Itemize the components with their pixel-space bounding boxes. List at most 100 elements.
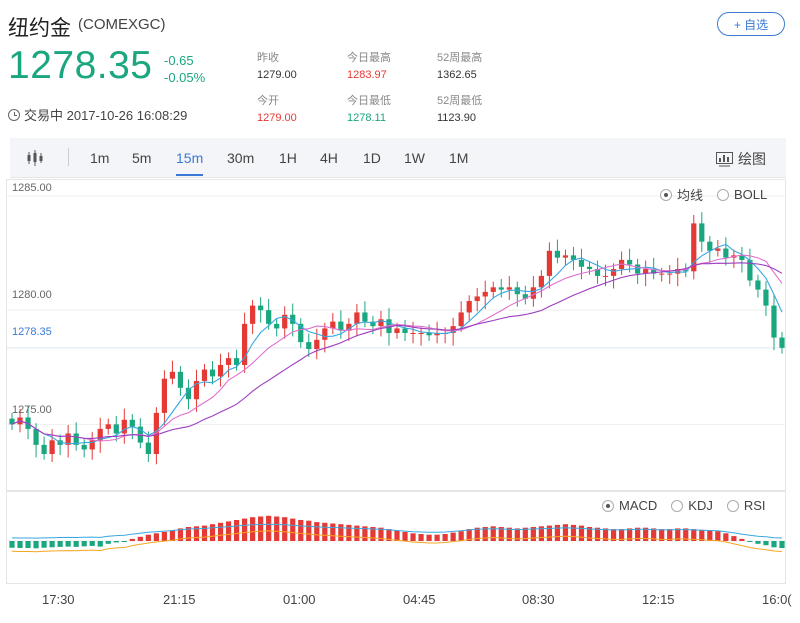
x-axis-label: 04:45 — [403, 592, 436, 607]
candle-body — [402, 328, 408, 333]
candle-body — [723, 248, 729, 258]
ma-radio[interactable]: 均线 — [660, 185, 703, 204]
macd-bar — [113, 541, 119, 543]
macd-bar — [169, 530, 176, 541]
macd-bar — [586, 527, 593, 541]
macd-bar — [643, 527, 649, 541]
candle-body — [97, 428, 103, 441]
candle-body — [418, 332, 424, 334]
candle-body — [73, 433, 79, 445]
tab-1h[interactable]: 1H — [279, 150, 297, 166]
candlestick-icon[interactable] — [26, 149, 46, 167]
rsi-label: RSI — [743, 498, 766, 513]
macd-bar — [225, 521, 232, 541]
candle-body — [659, 273, 665, 275]
candle-body — [217, 364, 224, 377]
draw-button[interactable]: 绘图 — [716, 149, 766, 169]
candle-body — [530, 287, 536, 299]
candle-body — [314, 339, 320, 349]
macd-bar — [338, 524, 344, 541]
macd-bar — [474, 527, 480, 541]
candle-body — [458, 312, 464, 327]
candle-body — [89, 440, 95, 450]
macd-bar — [514, 528, 520, 541]
macd-bar — [105, 541, 111, 544]
stat-52w-high: 52周最高 1362.65 — [437, 49, 482, 81]
radio-dot — [660, 188, 672, 201]
macd-bar — [266, 515, 272, 541]
candle-body — [426, 332, 432, 336]
add-watchlist-button[interactable]: + 自选 — [717, 12, 785, 36]
ma5-line — [11, 243, 783, 445]
macd-bar — [691, 529, 697, 541]
candle-body — [233, 358, 240, 365]
sub-chart-panel — [6, 491, 786, 584]
candle-body — [643, 269, 649, 274]
macd-bar — [570, 524, 577, 541]
macd-bar — [153, 533, 159, 541]
macd-bar — [193, 526, 200, 541]
stat-label: 今日最高 — [347, 52, 391, 64]
trading-status: 交易中 2017-10-26 16:08:29 — [8, 105, 187, 124]
tab-5m[interactable]: 5m — [132, 150, 152, 166]
candle-body — [266, 310, 272, 324]
macd-bar — [651, 528, 657, 541]
kdj-radio[interactable]: KDJ — [671, 498, 713, 513]
macd-bar — [458, 531, 464, 541]
candle-body — [378, 319, 384, 327]
candle-body — [755, 280, 761, 290]
stat-value: 1279.00 — [257, 69, 297, 81]
candle-body — [747, 259, 753, 281]
macd-bar — [25, 541, 31, 548]
macd-bar — [755, 541, 761, 544]
macd-bar — [482, 527, 488, 541]
stat-value: 1283.97 — [347, 69, 387, 81]
macd-bar — [209, 524, 216, 541]
tab-1d[interactable]: 1D — [363, 150, 381, 166]
x-axis-label: 12:15 — [642, 592, 675, 607]
macd-bar — [779, 541, 785, 548]
candle-body — [274, 323, 280, 329]
tab-1w[interactable]: 1W — [404, 150, 425, 166]
candle-body — [370, 321, 376, 327]
boll-radio[interactable]: BOLL — [717, 185, 767, 204]
tab-1m[interactable]: 1m — [90, 150, 110, 166]
stat-prev-close: 昨收 1279.00 — [257, 49, 297, 81]
macd-bar — [241, 518, 248, 541]
macd-bar — [362, 526, 368, 541]
candle-body — [362, 312, 368, 322]
radio-dot — [671, 499, 684, 512]
macd-bar — [763, 541, 769, 546]
candle-body — [161, 378, 168, 413]
tab-1m-month[interactable]: 1M — [449, 150, 469, 166]
candle-body — [562, 255, 569, 258]
tab-15m[interactable]: 15m — [176, 150, 204, 166]
candle-body — [346, 323, 352, 331]
candle-body — [225, 358, 232, 365]
macd-bar — [81, 541, 87, 547]
macd-bar — [450, 532, 456, 541]
macd-bar — [354, 525, 360, 541]
rsi-radio[interactable]: RSI — [726, 498, 766, 513]
tab-4h[interactable]: 4H — [320, 150, 338, 166]
stat-label: 52周最低 — [437, 95, 483, 107]
candle-body — [538, 275, 544, 288]
macd-bar — [626, 528, 633, 541]
candle-body — [667, 273, 673, 275]
macd-bar — [65, 541, 71, 547]
macd-bar — [41, 541, 47, 548]
tab-30m[interactable]: 30m — [227, 150, 255, 166]
x-axis-label: 08:30 — [522, 592, 555, 607]
stat-value: 1279.00 — [257, 112, 297, 124]
macd-bar — [723, 533, 729, 541]
macd-radio[interactable]: MACD — [602, 498, 657, 513]
macd-bar — [57, 541, 63, 547]
chart-toolbar: 1m 5m 15m 30m 1H 4H 1D 1W 1M 绘图 — [10, 138, 786, 178]
x-axis-label: 01:00 — [283, 592, 316, 607]
macd-bar — [298, 520, 304, 541]
candle-body — [586, 266, 593, 270]
macd-bar — [683, 528, 689, 541]
macd-bar — [434, 534, 440, 541]
macd-bar — [370, 527, 376, 541]
macd-bar — [73, 541, 79, 547]
